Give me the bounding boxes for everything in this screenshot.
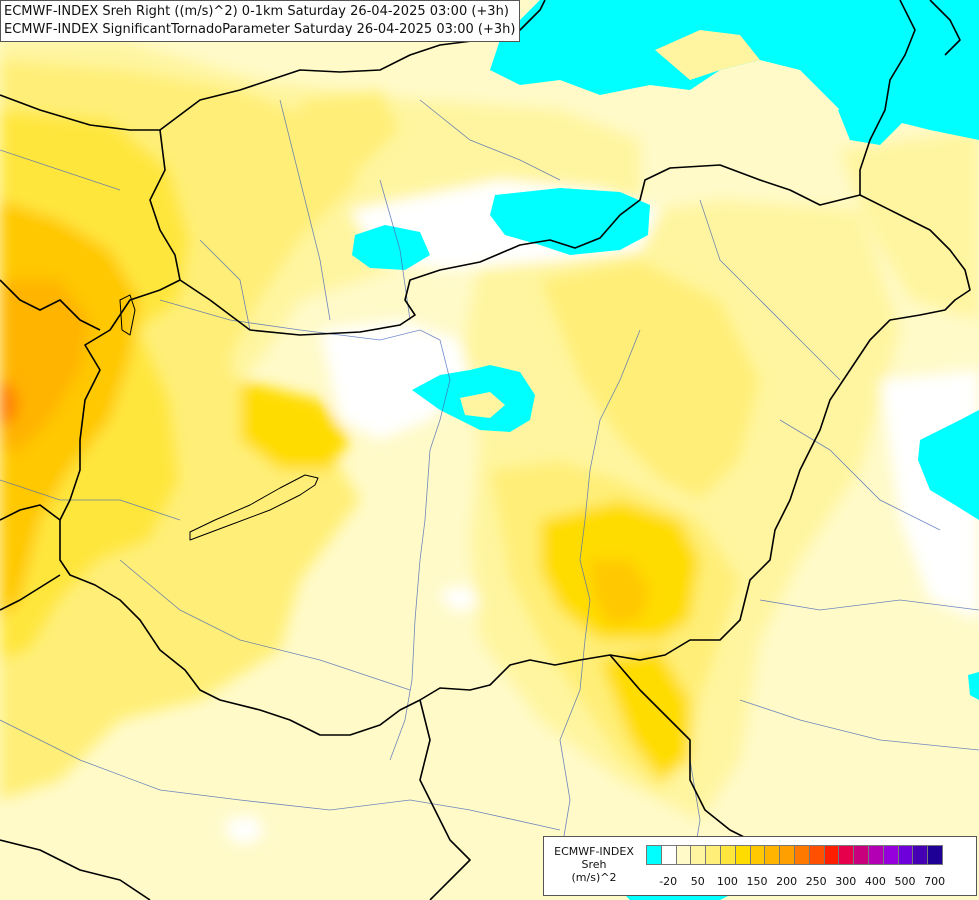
river-north-1 — [419, 99, 561, 181]
field-level-orange-core — [0, 280, 90, 450]
border-west-austria — [0, 279, 101, 331]
legend-swatch — [882, 845, 899, 865]
border-lake-balaton — [189, 474, 319, 541]
river-east-4 — [739, 699, 979, 751]
cyan-east-edge — [968, 672, 979, 700]
field-level-gold-ridge — [240, 380, 350, 470]
legend-swatch — [719, 845, 736, 865]
cyan-center-north — [490, 188, 650, 255]
river-vah — [279, 99, 331, 321]
cyan-center-hole — [460, 392, 505, 418]
legend-label-variable: Sreh — [581, 858, 607, 871]
map-title-line1: ECMWF-INDEX Sreh Right ((m/s)^2) 0-1km S… — [4, 4, 509, 19]
legend-label-source: ECMWF-INDEX — [554, 845, 634, 858]
cyan-east — [918, 410, 979, 520]
legend-swatch — [853, 845, 869, 865]
river-sava — [0, 719, 561, 831]
border-slovenia-croatia — [0, 504, 61, 521]
border-lake-neusiedl — [119, 294, 136, 336]
field-level-yellow-east — [540, 260, 760, 500]
legend-swatch — [897, 845, 914, 865]
field-level-yellow-north — [300, 90, 400, 170]
legend-swatch — [646, 845, 662, 865]
legend-tick-label: 200 — [776, 875, 798, 888]
legend-swatch — [808, 845, 825, 865]
legend-swatch — [749, 845, 766, 865]
rivers — [0, 99, 979, 881]
legend-swatch — [867, 845, 884, 865]
field-level-white-sw — [225, 815, 265, 845]
cyan-north-notch — [655, 30, 760, 80]
legend-swatch — [764, 845, 781, 865]
legend-tick-label: 300 — [835, 875, 857, 888]
legend-tick-label: 50 — [690, 875, 705, 888]
map-title-line2: ECMWF-INDEX SignificantTornadoParameter … — [4, 22, 516, 37]
river-tisza — [559, 329, 641, 861]
legend-label-unit: (m/s)^2 — [571, 871, 617, 884]
legend-tick-label: 250 — [805, 875, 827, 888]
legend-tick-label: 500 — [894, 875, 916, 888]
border-bosnia — [0, 839, 151, 900]
legend-swatch — [779, 845, 795, 865]
field-level-white-south — [440, 585, 480, 612]
legend-swatch — [675, 845, 692, 865]
river-northwest — [0, 149, 121, 191]
legend-swatches — [646, 845, 943, 865]
field-level-white-center — [320, 320, 470, 440]
legend-tick-label: 400 — [864, 875, 886, 888]
river-east-1 — [699, 199, 841, 381]
field-level-orange-east — [590, 560, 650, 625]
field-level-red-spot — [0, 380, 18, 425]
border-ukraine-romania — [929, 0, 961, 56]
legend-swatch — [838, 845, 855, 865]
legend-swatch — [823, 845, 840, 865]
river-east-2 — [779, 419, 941, 531]
legend-swatch — [705, 845, 721, 865]
field-level-light-yellow-ne — [840, 130, 979, 320]
river-west-2 — [199, 239, 251, 331]
cyan-north-lobe — [838, 90, 905, 145]
border-croatia-serbia — [419, 699, 471, 900]
cyan-northwest — [352, 225, 430, 270]
legend-label: ECMWF-INDEX Sreh (m/s)^2 — [544, 845, 644, 884]
sreh-field — [0, 40, 979, 845]
border-croatia-south — [0, 574, 61, 611]
legend-swatch — [927, 845, 943, 865]
border-serbia-romania — [609, 654, 751, 841]
legend-swatch — [793, 845, 810, 865]
legend-tick-label: 150 — [746, 875, 768, 888]
border-poland-ukraine — [859, 0, 916, 195]
legend-ticks: -20 50 100 150 200 250 300 400 500 700 — [646, 875, 972, 889]
legend-swatch — [690, 845, 707, 865]
legend-tick-label: 100 — [716, 875, 738, 888]
legend-swatch — [734, 845, 751, 865]
river-hron — [379, 179, 411, 321]
border-austria-czech — [0, 94, 181, 281]
legend-swatch — [912, 845, 929, 865]
river-east-3 — [759, 599, 979, 611]
field-level-gold-south — [600, 650, 690, 780]
legend-swatch — [660, 845, 677, 865]
river-west-1 — [0, 479, 181, 521]
river-drava — [119, 559, 411, 691]
map-title-box: ECMWF-INDEX Sreh Right ((m/s)^2) 0-1km S… — [0, 0, 521, 42]
color-legend: ECMWF-INDEX Sreh (m/s)^2 -20 50 100 150 200 2… — [543, 836, 977, 896]
legend-tick-label: 700 — [924, 875, 946, 888]
legend-tick-label: -20 — [659, 875, 678, 888]
border-hungary-slovakia-north — [59, 164, 971, 736]
